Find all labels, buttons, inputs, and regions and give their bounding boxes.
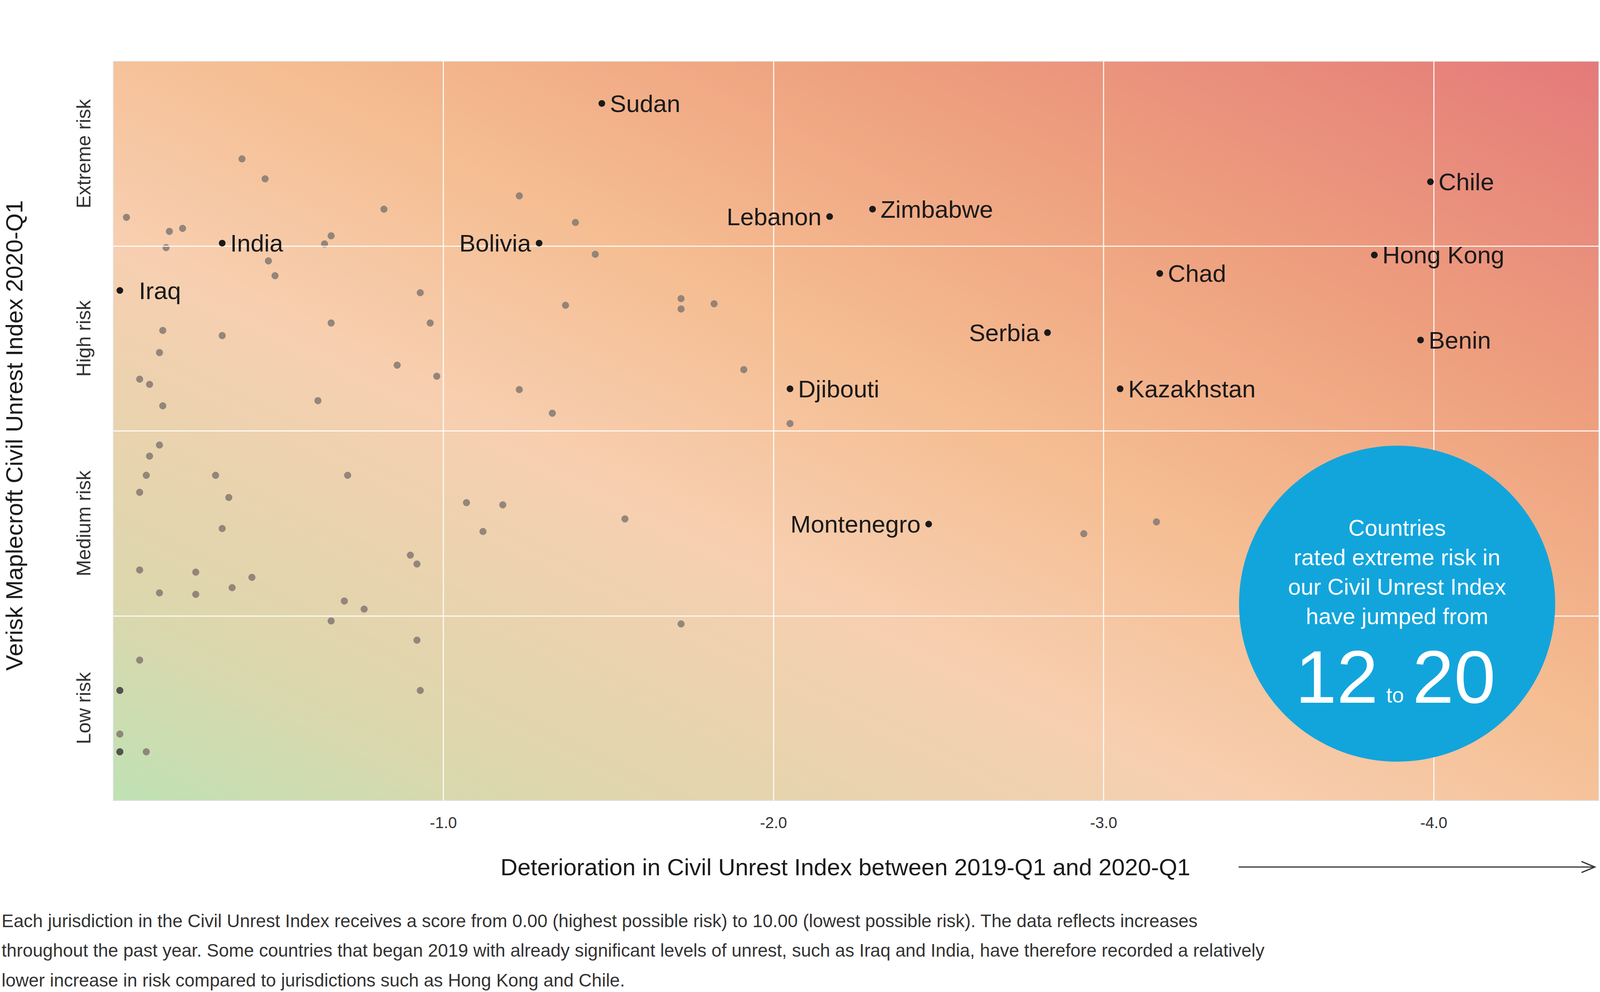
svg-text:-2.0: -2.0 <box>760 814 788 832</box>
svg-text:Verisk Maplecroft Civil Unrest: Verisk Maplecroft Civil Unrest Index 202… <box>1 200 28 671</box>
svg-text:Zimbabwe: Zimbabwe <box>880 195 993 223</box>
svg-text:Serbia: Serbia <box>968 319 1040 347</box>
svg-text:Benin: Benin <box>1428 326 1492 354</box>
svg-text:Djibouti: Djibouti <box>798 375 880 403</box>
svg-text:Hong Kong: Hong Kong <box>1382 241 1505 269</box>
svg-text:Montenegro: Montenegro <box>790 510 921 538</box>
svg-text:our Civil Unrest Index: our Civil Unrest Index <box>1288 574 1507 600</box>
svg-text:Low risk: Low risk <box>72 672 95 745</box>
svg-text:Sudan: Sudan <box>609 90 681 118</box>
svg-text:throughout the past year. Some: throughout the past year. Some countries… <box>1 940 1265 962</box>
svg-text:have jumped from: have jumped from <box>1305 603 1489 630</box>
svg-text:Extreme risk: Extreme risk <box>72 98 95 209</box>
svg-text:Chile: Chile <box>1438 168 1494 196</box>
svg-text:Countries: Countries <box>1348 515 1446 541</box>
svg-text:-3.0: -3.0 <box>1089 814 1118 832</box>
svg-text:India: India <box>230 229 284 257</box>
svg-text:Lebanon: Lebanon <box>726 203 822 231</box>
svg-text:20: 20 <box>1412 635 1496 719</box>
svg-text:to: to <box>1386 683 1404 708</box>
svg-text:12: 12 <box>1295 635 1379 719</box>
svg-text:Medium risk: Medium risk <box>72 470 95 577</box>
svg-text:Each jurisdiction in the Civil: Each jurisdiction in the Civil Unrest In… <box>1 911 1198 932</box>
svg-text:-4.0: -4.0 <box>1420 814 1448 832</box>
svg-text:Deterioration in Civil Unrest: Deterioration in Civil Unrest Index betw… <box>500 854 1191 881</box>
svg-text:Bolivia: Bolivia <box>459 229 532 257</box>
svg-text:rated extreme risk in: rated extreme risk in <box>1293 544 1501 571</box>
svg-text:Chad: Chad <box>1167 259 1227 288</box>
svg-text:-1.0: -1.0 <box>429 814 457 832</box>
svg-text:High risk: High risk <box>72 300 95 377</box>
svg-text:lower increase in risk compare: lower increase in risk compared to juris… <box>1 970 625 991</box>
svg-text:Iraq: Iraq <box>138 277 181 305</box>
svg-text:Kazakhstan: Kazakhstan <box>1128 375 1256 403</box>
